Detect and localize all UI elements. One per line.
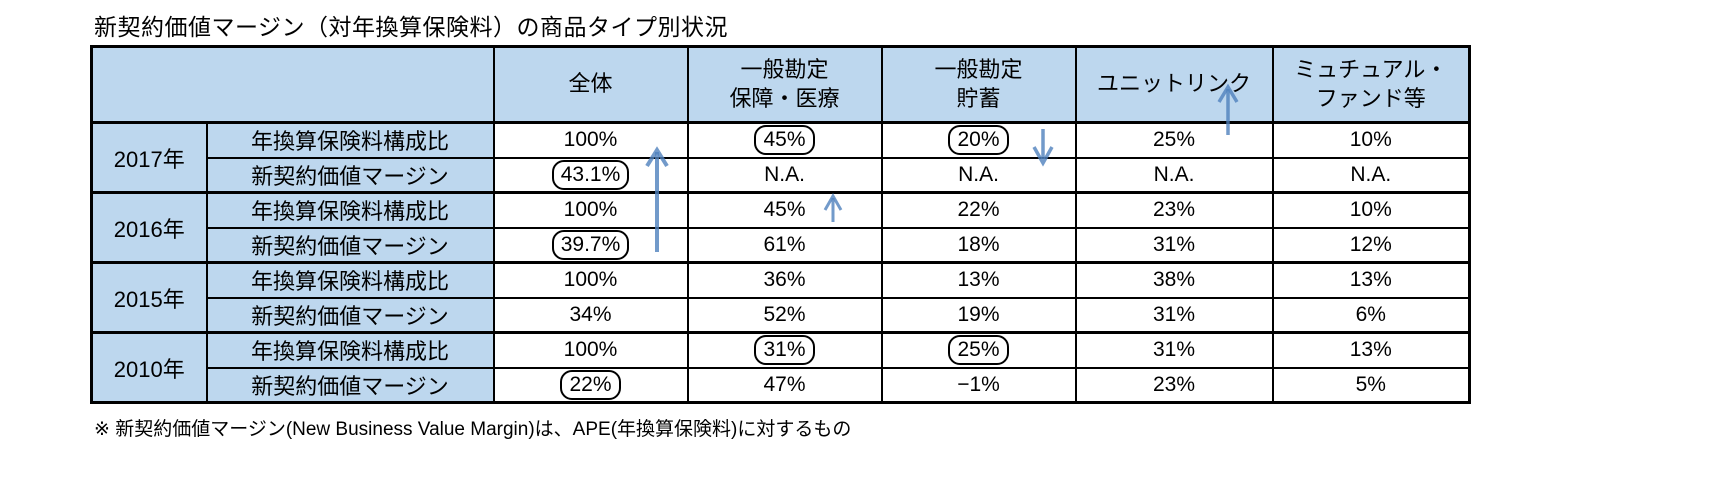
table-row-2015-nbv-margin: 新契約価値マージン 34% 52% 19% 31% 6%	[92, 297, 1471, 334]
cell-value: 31%	[686, 331, 883, 369]
col-header-general-protection-medical: 一般勘定 保障・医療	[686, 45, 883, 124]
cell-value: 34%	[492, 297, 689, 334]
col-header-unit-linked: ユニットリンク	[1074, 45, 1274, 124]
cell-value: 31%	[1074, 331, 1274, 369]
metric-label: 年換算保険料構成比	[205, 121, 495, 159]
metric-label: 年換算保険料構成比	[205, 331, 495, 369]
data-table: 全体 一般勘定 保障・医療 一般勘定 貯蓄 ユニットリンク ミュチュアル・ ファ…	[90, 45, 1471, 404]
circled-value: 20%	[948, 125, 1009, 156]
table-row-2010-nbv-margin: 新契約価値マージン 22% 47% −1% 23% 5%	[92, 367, 1471, 404]
table-row-2017-nbv-margin: 新契約価値マージン 43.1% N.A. N.A. N.A. N.A.	[92, 157, 1471, 194]
cell-value: 18%	[880, 227, 1077, 264]
cell-value: 31%	[1074, 297, 1274, 334]
col-header-general-savings: 一般勘定 貯蓄	[880, 45, 1077, 124]
cell-value: 22%	[492, 367, 689, 404]
circled-value: 31%	[754, 335, 815, 366]
cell-value: 19%	[880, 297, 1077, 334]
cell-value: 25%	[880, 331, 1077, 369]
cell-value: 23%	[1074, 191, 1274, 229]
cell-value: 5%	[1271, 367, 1471, 404]
cell-value: 10%	[1271, 191, 1471, 229]
cell-value: 100%	[492, 331, 689, 369]
table-row-2016-ape-mix: 2016年 年換算保険料構成比 100% 45% 22% 23% 10%	[90, 191, 1471, 264]
cell-value: 10%	[1271, 121, 1471, 159]
cell-value: 6%	[1271, 297, 1471, 334]
cell-value: 31%	[1074, 227, 1274, 264]
col-header-mutual-fund: ミュチュアル・ ファンド等	[1271, 45, 1471, 124]
col-header-total: 全体	[492, 45, 689, 124]
year-cell-2016: 2016年	[90, 191, 208, 264]
cell-value: 25%	[1074, 121, 1274, 159]
cell-value: 13%	[880, 261, 1077, 299]
table-row-2016-nbv-margin: 新契約価値マージン 39.7% 61% 18% 31% 12%	[92, 227, 1471, 264]
corner-cell	[90, 45, 495, 124]
metric-label: 新契約価値マージン	[205, 157, 495, 194]
cell-value: N.A.	[686, 157, 883, 194]
table-row-2010-ape-mix: 2010年 年換算保険料構成比 100% 31% 25% 31% 13%	[90, 331, 1471, 404]
footnote: ※ 新契約価値マージン(New Business Value Margin)は、…	[94, 419, 852, 440]
metric-label: 新契約価値マージン	[205, 367, 495, 404]
cell-value: 43.1%	[492, 157, 689, 194]
cell-value: 45%	[686, 121, 883, 159]
metric-label: 新契約価値マージン	[205, 297, 495, 334]
header-row: 全体 一般勘定 保障・医療 一般勘定 貯蓄 ユニットリンク ミュチュアル・ ファ…	[90, 45, 1471, 124]
metric-label: 新契約価値マージン	[205, 227, 495, 264]
year-cell-2015: 2015年	[90, 261, 208, 334]
cell-value: 100%	[492, 261, 689, 299]
cell-value: 22%	[880, 191, 1077, 229]
figure-title: 新契約価値マージン（対年換算保険料）の商品タイプ別状況	[94, 14, 729, 40]
table-row-2015-ape-mix: 2015年 年換算保険料構成比 100% 36% 13% 38% 13%	[90, 261, 1471, 334]
table-row-2017-ape-mix: 2017年 年換算保険料構成比 100% 45% 20% 25% 10%	[90, 121, 1471, 194]
cell-value: 52%	[686, 297, 883, 334]
circled-value: 39.7%	[551, 229, 630, 260]
metric-label: 年換算保険料構成比	[205, 191, 495, 229]
cell-value: 13%	[1271, 261, 1471, 299]
cell-value: N.A.	[880, 157, 1077, 194]
year-cell-2010: 2010年	[90, 331, 208, 404]
cell-value: 47%	[686, 367, 883, 404]
circled-value: 45%	[754, 125, 815, 156]
metric-label: 年換算保険料構成比	[205, 261, 495, 299]
cell-value: 38%	[1074, 261, 1274, 299]
circled-value: 43.1%	[551, 159, 630, 190]
cell-value: 36%	[686, 261, 883, 299]
cell-value: N.A.	[1271, 157, 1471, 194]
cell-value: 13%	[1271, 331, 1471, 369]
cell-value: 20%	[880, 121, 1077, 159]
cell-value: 100%	[492, 121, 689, 159]
cell-value: 23%	[1074, 367, 1274, 404]
cell-value: N.A.	[1074, 157, 1274, 194]
cell-value: 12%	[1271, 227, 1471, 264]
year-cell-2017: 2017年	[90, 121, 208, 194]
cell-value: 100%	[492, 191, 689, 229]
cell-value: 61%	[686, 227, 883, 264]
circled-value: 25%	[948, 335, 1009, 366]
cell-value: 39.7%	[492, 227, 689, 264]
cell-value: −1%	[880, 367, 1077, 404]
circled-value: 22%	[560, 369, 621, 400]
cell-value: 45%	[686, 191, 883, 229]
